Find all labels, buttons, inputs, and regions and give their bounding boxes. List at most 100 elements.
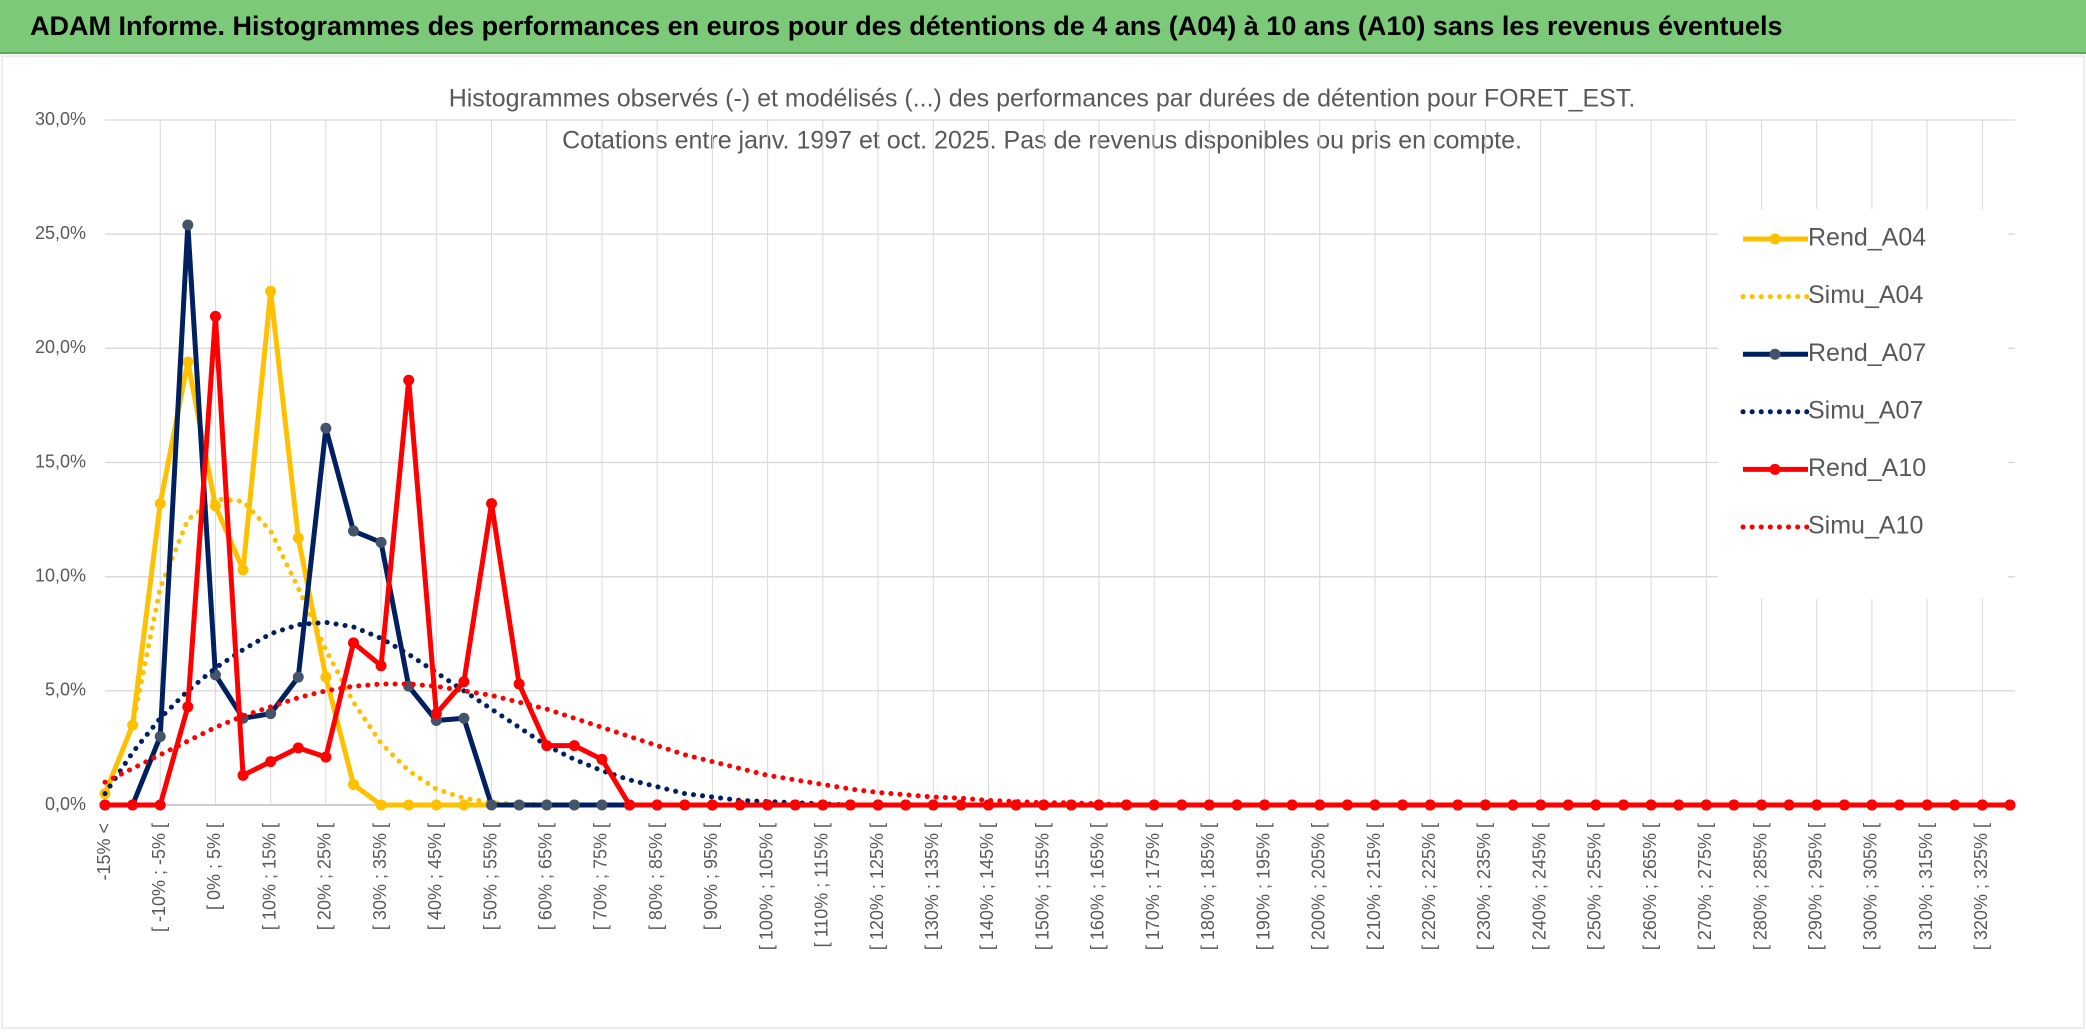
data-point <box>458 712 470 724</box>
data-point <box>1590 799 1602 811</box>
data-point <box>541 799 553 811</box>
data-point <box>844 799 856 811</box>
x-tick-label: [ 240% ; 245% [ <box>1529 823 1549 950</box>
x-tick-label: [ 160% ; 165% [ <box>1088 823 1108 950</box>
x-tick-label: [ 10% ; 15% [ <box>259 823 279 930</box>
data-point <box>237 769 249 781</box>
data-point <box>265 756 277 768</box>
data-point <box>265 708 277 720</box>
x-tick-label: [ 260% ; 265% [ <box>1640 823 1660 950</box>
data-point <box>154 498 166 510</box>
data-point <box>458 799 470 811</box>
x-tick-label: [ 170% ; 175% [ <box>1143 823 1163 950</box>
y-tick-label: 25,0% <box>35 223 86 243</box>
data-point <box>292 671 304 683</box>
data-point <box>292 742 304 754</box>
x-tick-label: [ 110% ; 115% [ <box>812 823 832 947</box>
x-tick-label: [ 270% ; 275% [ <box>1695 823 1715 950</box>
data-point <box>127 799 139 811</box>
data-point <box>1756 799 1768 811</box>
x-tick-label: [ 40% ; 45% [ <box>425 823 445 930</box>
x-tick-label: [ 200% ; 205% [ <box>1309 823 1329 950</box>
data-point <box>1728 799 1740 811</box>
data-point <box>1535 799 1547 811</box>
x-tick-label: [ 210% ; 215% [ <box>1364 823 1384 950</box>
data-point <box>955 799 967 811</box>
legend-label: Rend_A10 <box>1808 454 1926 482</box>
data-point <box>1562 799 1574 811</box>
data-point <box>182 356 194 368</box>
y-tick-label: 30,0% <box>35 109 86 129</box>
data-point <box>789 799 801 811</box>
data-point <box>237 564 249 576</box>
x-tick-label: [ 70% ; 75% [ <box>591 823 611 930</box>
data-point <box>1479 799 1491 811</box>
data-point <box>872 799 884 811</box>
data-point <box>1673 799 1685 811</box>
data-point <box>154 731 166 742</box>
data-point <box>1507 799 1519 811</box>
x-tick-label: [ 130% ; 135% [ <box>922 823 942 950</box>
data-point <box>568 740 580 752</box>
data-point <box>182 219 194 231</box>
legend-marker <box>1769 463 1781 475</box>
data-point <box>1424 799 1436 811</box>
data-point <box>320 751 332 763</box>
data-point <box>541 740 553 752</box>
chart-title: Histogrammes observés (-) et modélisés (… <box>449 85 1636 113</box>
data-point <box>568 799 580 811</box>
x-tick-label: [ 20% ; 25% [ <box>315 823 335 930</box>
data-point <box>265 285 277 297</box>
y-tick-label: 15,0% <box>35 451 86 471</box>
x-tick-label: [ 190% ; 195% [ <box>1253 823 1273 950</box>
x-tick-label: [ 320% ; 325% [ <box>1971 823 1991 950</box>
data-point <box>651 799 663 811</box>
x-tick-label: [ 50% ; 55% [ <box>480 823 500 930</box>
legend-label: Rend_A04 <box>1808 224 1926 252</box>
data-point <box>513 678 525 690</box>
x-tick-label: [ 310% ; 315% [ <box>1916 823 1936 950</box>
x-tick-label: [ 60% ; 65% [ <box>535 823 555 930</box>
legend-label: Simu_A04 <box>1808 281 1923 309</box>
chart: Histogrammes observés (-) et modélisés (… <box>1 55 2085 1029</box>
x-tick-label: [ 120% ; 125% [ <box>867 823 887 950</box>
data-point <box>486 799 498 811</box>
data-point <box>486 498 498 510</box>
data-point <box>375 799 387 811</box>
x-tick-label: [ 150% ; 155% [ <box>1032 823 1052 950</box>
data-point <box>900 799 912 811</box>
legend-marker <box>1769 233 1781 245</box>
data-point <box>596 753 608 765</box>
data-point <box>734 799 746 811</box>
x-tick-label: [ 80% ; 85% [ <box>646 823 666 930</box>
data-point <box>375 660 387 672</box>
legend-marker <box>1769 348 1781 360</box>
data-point <box>347 778 359 790</box>
data-point <box>430 708 442 720</box>
data-point <box>927 799 939 811</box>
data-point <box>1617 799 1629 811</box>
data-point <box>706 799 718 811</box>
data-point <box>347 637 359 649</box>
data-point <box>347 525 359 537</box>
data-point <box>403 799 415 811</box>
x-tick-label: [ 90% ; 95% [ <box>701 823 721 930</box>
x-tick-label: [ 290% ; 295% [ <box>1805 823 1825 950</box>
header: ADAM Informe. Histogrammes des performan… <box>0 0 2086 54</box>
series-line <box>102 681 2013 808</box>
data-point <box>513 799 525 811</box>
header-title: ADAM Informe. Histogrammes des performan… <box>30 11 1783 41</box>
legend-label: Simu_A10 <box>1808 512 1923 540</box>
chart-subtitle: Cotations entre janv. 1997 et oct. 2025.… <box>562 127 1522 155</box>
x-tick-label: [ 100% ; 105% [ <box>756 823 776 950</box>
x-tick-label: [ 180% ; 185% [ <box>1198 823 1218 950</box>
data-point <box>430 799 442 811</box>
x-tick-label: [ 250% ; 255% [ <box>1585 823 1605 950</box>
data-point <box>624 799 636 811</box>
legend-label: Rend_A07 <box>1808 339 1926 367</box>
x-tick-label: [ 280% ; 285% [ <box>1750 823 1770 950</box>
data-point <box>458 676 470 688</box>
data-point <box>375 536 387 548</box>
legend-box <box>1718 209 2008 599</box>
x-tick-label: [ 30% ; 35% [ <box>370 823 390 930</box>
